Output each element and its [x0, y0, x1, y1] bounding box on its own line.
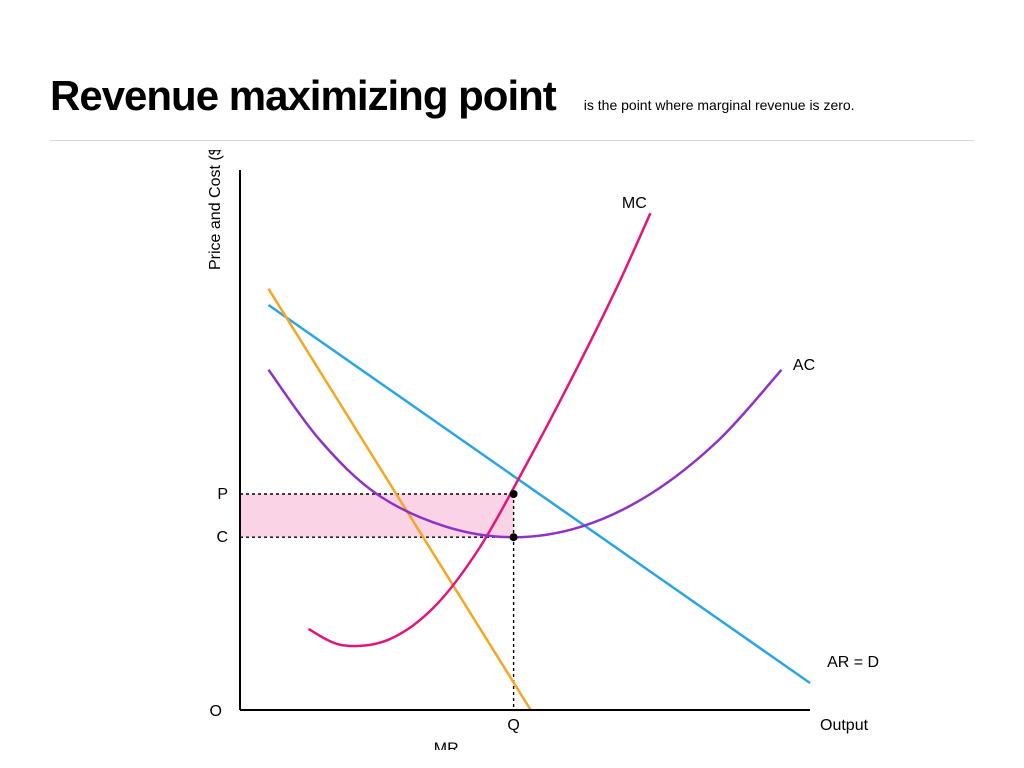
econ-chart: Output Price and Cost ($) O P C Q MC AC AR = D MR: [50, 150, 950, 750]
origin-label: O: [210, 703, 222, 720]
page-title-row: Revenue maximizing point is the point wh…: [50, 72, 855, 120]
profit-rectangle: [240, 494, 514, 537]
chart-svg: Output Price and Cost ($) O P C Q MC AC AR = D MR: [50, 150, 950, 750]
tick-p: P: [217, 486, 228, 503]
y-axis-label: Price and Cost ($): [207, 150, 224, 270]
label-mr: MR: [434, 741, 459, 750]
x-axis-label: Output: [820, 717, 869, 734]
tick-q: Q: [507, 717, 519, 734]
label-mc: MC: [622, 195, 647, 212]
label-ar: AR = D: [827, 654, 879, 671]
curve-mc: [308, 213, 650, 646]
point-bottom: [510, 533, 518, 541]
point-top: [510, 490, 518, 498]
title-divider: [50, 140, 974, 141]
page-subtitle: is the point where marginal revenue is z…: [584, 97, 855, 113]
page-title: Revenue maximizing point: [50, 72, 556, 120]
tick-c: C: [216, 529, 228, 546]
label-ac: AC: [793, 357, 815, 374]
